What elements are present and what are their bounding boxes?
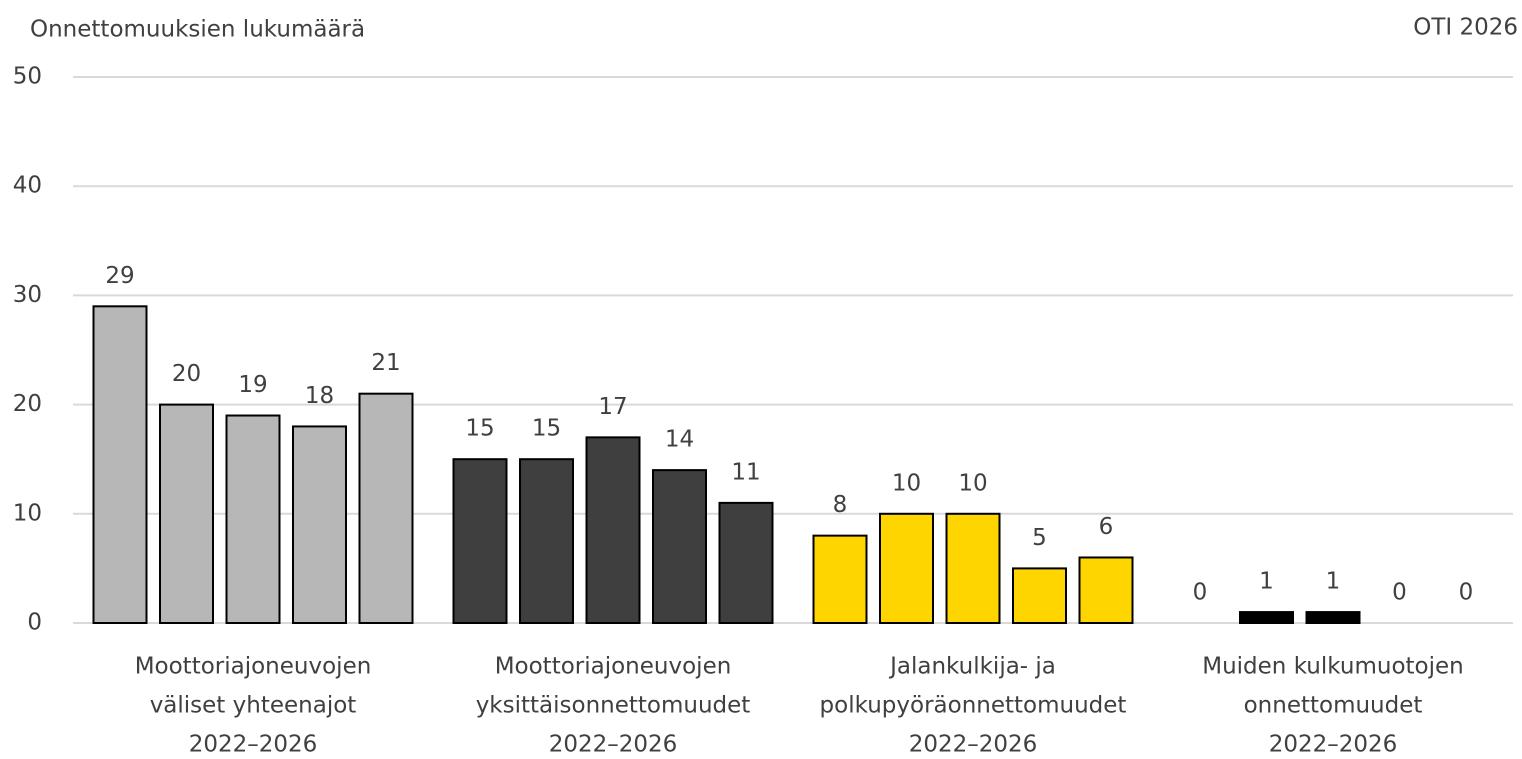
y-tick-label: 20 xyxy=(13,391,42,417)
data-label: 0 xyxy=(1459,580,1474,606)
bar xyxy=(585,436,641,624)
x-tick-label: Muiden kulkumuotojen xyxy=(1202,654,1463,680)
bar xyxy=(1305,611,1361,625)
data-label: 29 xyxy=(105,263,134,289)
x-tick-label: 2022–2026 xyxy=(189,732,318,758)
bar xyxy=(812,534,868,625)
bar xyxy=(292,425,347,624)
data-label: 15 xyxy=(465,416,494,442)
data-label: 0 xyxy=(1193,580,1208,606)
bar xyxy=(452,458,508,625)
x-tick-label: yksittäisonnettomuudet xyxy=(476,693,751,719)
x-tick-label: Moottoriajoneuvojen xyxy=(135,654,372,680)
data-label: 18 xyxy=(305,383,334,409)
data-label: 1 xyxy=(1259,569,1274,595)
bar xyxy=(225,414,281,624)
bar xyxy=(1012,567,1067,625)
bar xyxy=(1078,556,1134,624)
bar xyxy=(159,403,214,624)
x-tick-label: 2022–2026 xyxy=(909,732,1038,758)
bar xyxy=(358,392,414,624)
x-tick-label: polkupyöräonnettomuudet xyxy=(820,693,1127,719)
data-label: 20 xyxy=(172,361,201,387)
data-label: 1 xyxy=(1326,569,1341,595)
data-label: 10 xyxy=(958,470,987,496)
bar xyxy=(945,512,1001,624)
bar xyxy=(652,469,707,624)
x-tick-label: väliset yhteenajot xyxy=(150,693,357,719)
data-label: 11 xyxy=(731,459,760,485)
y-tick-label: 40 xyxy=(13,173,42,199)
x-tick-label: onnettomuudet xyxy=(1244,693,1423,719)
x-tick-label: 2022–2026 xyxy=(1269,732,1398,758)
bar xyxy=(92,305,148,624)
y-tick-label: 10 xyxy=(13,500,42,526)
data-label: 17 xyxy=(598,394,627,420)
source: OTI 2026 xyxy=(1413,15,1518,41)
bar xyxy=(718,501,774,625)
data-label: 19 xyxy=(238,372,267,398)
x-tick-label: Moottoriajoneuvojen xyxy=(495,654,732,680)
data-label: 14 xyxy=(665,427,694,453)
bar xyxy=(1239,611,1294,625)
data-label: 21 xyxy=(371,350,400,376)
data-label: 8 xyxy=(833,492,848,518)
data-label: 6 xyxy=(1099,514,1114,540)
data-label: 10 xyxy=(892,470,921,496)
y-axis-title: Onnettomuuksien lukumäärä xyxy=(30,17,365,43)
y-tick-label: 50 xyxy=(13,64,42,90)
data-label: 15 xyxy=(532,416,561,442)
y-tick-label: 0 xyxy=(27,610,42,636)
x-tick-label: 2022–2026 xyxy=(549,732,678,758)
y-tick-label: 30 xyxy=(13,282,42,308)
bar xyxy=(519,458,574,625)
bar xyxy=(879,512,934,624)
x-tick-label: Jalankulkija- ja xyxy=(888,654,1056,680)
data-label: 0 xyxy=(1392,580,1407,606)
data-label: 5 xyxy=(1032,525,1047,551)
